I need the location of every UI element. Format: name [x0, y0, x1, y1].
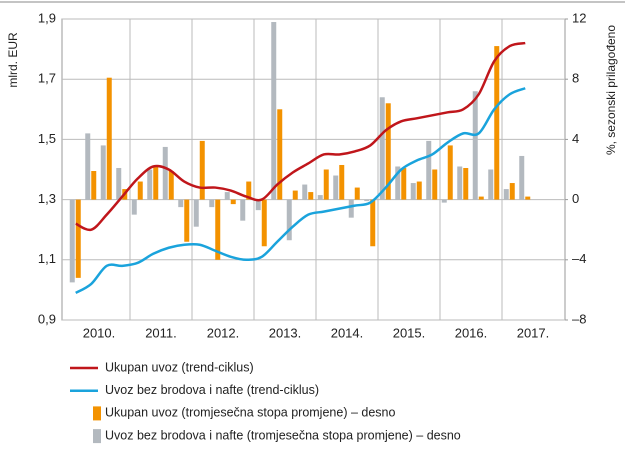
legend-label: Ukupan uvoz (trend-ciklus) [105, 360, 254, 374]
bar [292, 190, 298, 200]
y-tick-label: 1,7 [38, 71, 56, 86]
bar [525, 196, 531, 200]
y-tick-label: 1,3 [38, 191, 56, 206]
bar [162, 146, 168, 200]
bar [137, 181, 143, 200]
bar [354, 187, 360, 200]
bar [261, 199, 267, 247]
bar [447, 145, 453, 200]
bar [224, 192, 230, 200]
bar [441, 199, 447, 203]
bar [168, 171, 174, 200]
bar [339, 164, 345, 200]
x-tick-label: 2013. [269, 325, 302, 340]
x-tick-label: 2015. [393, 325, 426, 340]
legend-label: Ukupan uvoz (tromjesečna stopa promjene)… [105, 406, 395, 420]
bar [106, 77, 112, 200]
bar [246, 181, 252, 200]
bar [147, 169, 153, 200]
y-tick-label: 1,5 [38, 131, 56, 146]
bar [153, 166, 159, 200]
x-tick-label: 2017. [517, 325, 550, 340]
bar [184, 199, 190, 242]
bar [333, 175, 339, 200]
legend-label: Uvoz bez brodova i nafte (trend-ciklus) [105, 383, 319, 397]
x-tick-label: 2014. [331, 325, 364, 340]
bar [209, 199, 215, 208]
bar [131, 199, 137, 215]
bar [401, 167, 407, 200]
y-tick-label: 0,9 [38, 311, 56, 326]
y2-tick-label: 0 [572, 191, 579, 206]
bar [317, 195, 323, 200]
bar [416, 181, 422, 200]
bar [385, 103, 391, 200]
bar [478, 196, 484, 200]
bar [69, 199, 75, 283]
bar [199, 140, 205, 200]
bar [215, 199, 221, 260]
bar [116, 167, 122, 200]
x-tick-label: 2011. [145, 325, 177, 340]
bar [302, 184, 308, 200]
y-axis-label: mlrd. EUR [6, 32, 20, 88]
bar [230, 199, 236, 205]
y2-tick-label: 4 [572, 131, 579, 146]
bar [271, 22, 277, 200]
bar [308, 192, 314, 200]
bar [509, 183, 515, 200]
bar [75, 199, 81, 278]
bar [410, 183, 416, 200]
bar [519, 155, 525, 200]
y2-tick-label: 12 [572, 10, 586, 25]
bar [426, 140, 432, 200]
bar [240, 199, 246, 221]
bar [277, 109, 283, 200]
bar [395, 166, 401, 200]
bar [178, 199, 184, 208]
bar [463, 167, 469, 200]
y2-tick-label: –4 [572, 251, 586, 266]
y2-tick-label: –8 [572, 311, 586, 326]
bar [370, 199, 376, 247]
bar [91, 171, 97, 200]
y2-tick-label: 8 [572, 71, 579, 86]
bar [457, 166, 463, 200]
bar [488, 169, 494, 200]
y-tick-label: 1,1 [38, 251, 56, 266]
y2-axis-label: %, sezonski prilagođeno [604, 25, 618, 155]
bar [503, 189, 509, 200]
bar [85, 133, 91, 200]
bar [100, 145, 106, 200]
bar [286, 199, 292, 241]
x-tick-label: 2010. [83, 325, 116, 340]
bar [348, 199, 354, 218]
bar [364, 199, 370, 202]
legend-swatch [93, 429, 101, 444]
y-tick-label: 1,9 [38, 10, 56, 25]
bar [472, 91, 478, 200]
bar [379, 97, 385, 200]
trend-line [75, 41, 526, 232]
bar [432, 169, 438, 200]
bar [193, 199, 199, 227]
bar [323, 169, 329, 200]
x-tick-label: 2012. [207, 325, 240, 340]
trend-line [75, 87, 526, 295]
x-tick-label: 2016. [455, 325, 488, 340]
bar [255, 199, 261, 211]
bar [494, 46, 500, 200]
legend-label: Uvoz bez brodova i nafte (tromjesečna st… [105, 428, 461, 442]
legend-swatch [93, 406, 101, 421]
